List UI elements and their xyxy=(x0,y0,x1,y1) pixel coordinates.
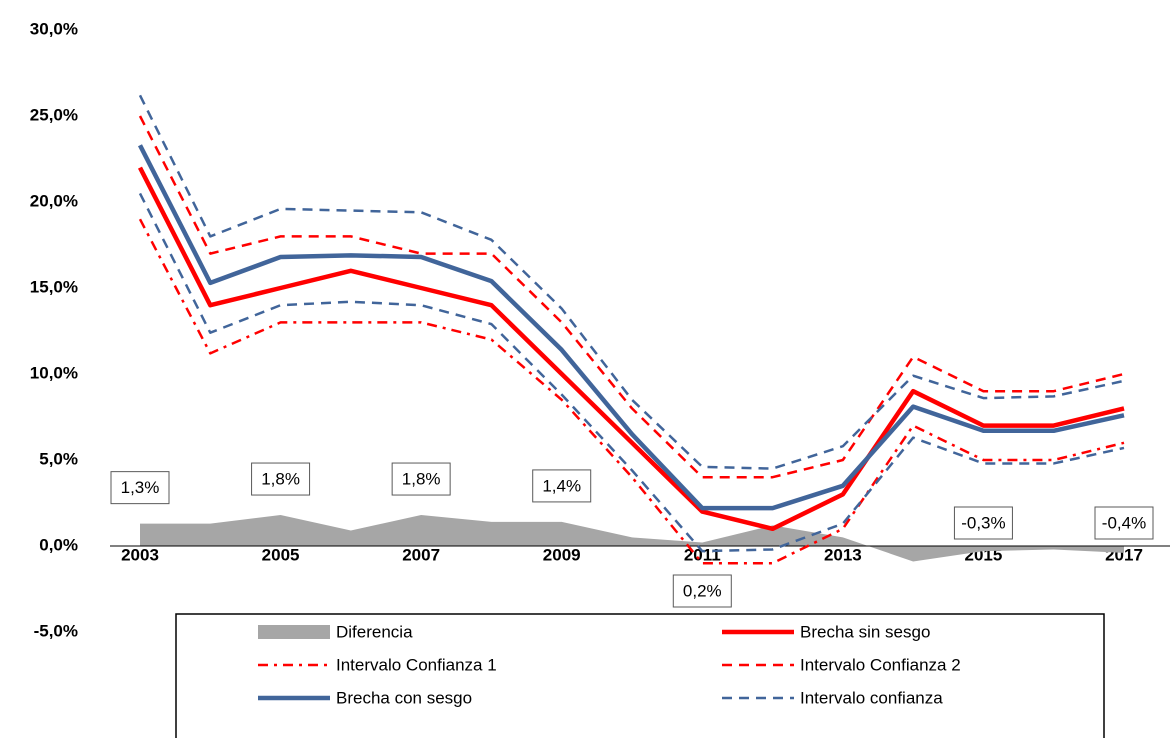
data-label: 1,4% xyxy=(542,476,581,495)
y-tick-label: 20,0% xyxy=(30,191,78,210)
legend-label: Diferencia xyxy=(336,622,413,641)
line xyxy=(138,218,1125,565)
y-tick-label: 5,0% xyxy=(39,449,78,468)
data-label-box xyxy=(110,471,170,505)
x-tick-label: 2005 xyxy=(262,545,300,564)
data-label-box xyxy=(391,462,451,496)
legend-label: Intervalo confianza xyxy=(800,688,943,707)
y-tick-label: 15,0% xyxy=(30,277,78,296)
data-label-box xyxy=(953,506,1013,540)
legend-label: Intervalo Confianza 2 xyxy=(800,655,961,674)
y-tick-label: -5,0% xyxy=(34,621,78,640)
data-label: 1,3% xyxy=(121,478,160,497)
data-label-box xyxy=(532,469,592,503)
y-tick-label: 30,0% xyxy=(30,19,78,38)
line xyxy=(137,166,1125,532)
x-tick-label: 2003 xyxy=(121,545,159,564)
legend-label: Brecha con sesgo xyxy=(336,688,472,707)
data-label-box xyxy=(251,462,311,496)
line xyxy=(137,144,1125,511)
data-label: -0,4% xyxy=(1102,513,1146,532)
line xyxy=(138,192,1125,553)
legend-swatch xyxy=(258,625,330,639)
y-tick-label: 25,0% xyxy=(30,105,78,124)
x-tick-label: 2009 xyxy=(543,545,581,564)
line xyxy=(138,115,1125,479)
data-label: 1,8% xyxy=(261,470,300,489)
legend-label: Intervalo Confianza 1 xyxy=(336,655,497,674)
line xyxy=(138,94,1125,470)
data-label-box xyxy=(672,574,732,608)
data-label: 0,2% xyxy=(683,581,722,600)
x-tick-label: 2007 xyxy=(402,545,440,564)
y-tick-label: 0,0% xyxy=(39,535,78,554)
legend-box xyxy=(175,613,1105,738)
data-label-box xyxy=(1094,506,1154,540)
x-tick-label: 2013 xyxy=(824,545,862,564)
data-label: -0,3% xyxy=(961,513,1005,532)
area xyxy=(140,515,1124,562)
legend-label: Brecha sin sesgo xyxy=(800,622,930,641)
data-label: 1,8% xyxy=(402,470,441,489)
y-tick-label: 10,0% xyxy=(30,363,78,382)
